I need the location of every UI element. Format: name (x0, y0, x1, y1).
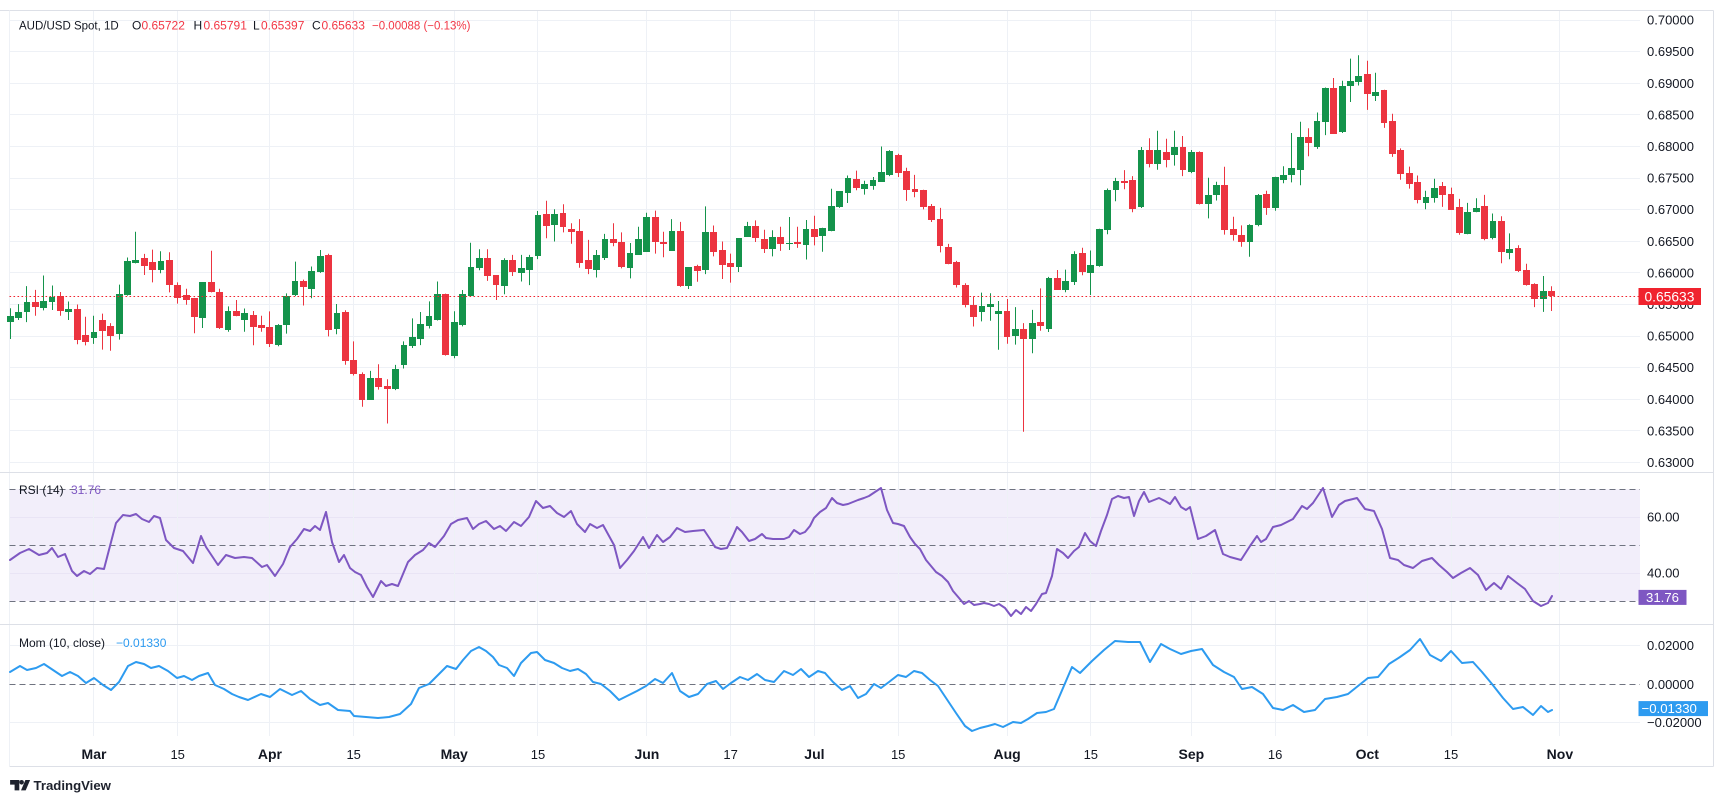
svg-text:0.67500: 0.67500 (1647, 171, 1694, 186)
svg-text:−0.00088 (−0.13%): −0.00088 (−0.13%) (372, 21, 471, 33)
svg-text:0.69500: 0.69500 (1647, 44, 1694, 59)
svg-text:0.66000: 0.66000 (1647, 265, 1694, 280)
svg-text:17: 17 (723, 747, 737, 762)
svg-text:31.76: 31.76 (71, 483, 101, 497)
svg-text:RSI (14): RSI (14) (19, 483, 64, 497)
svg-text:O: O (132, 19, 141, 33)
svg-text:Sep: Sep (1179, 746, 1205, 762)
svg-text:AUD/USD Spot, 1D: AUD/USD Spot, 1D (19, 21, 119, 33)
svg-text:H: H (194, 19, 203, 33)
svg-text:−0.01330: −0.01330 (1642, 701, 1697, 716)
svg-text:0.65397: 0.65397 (261, 19, 305, 33)
svg-text:Nov: Nov (1547, 746, 1574, 762)
svg-text:0.69000: 0.69000 (1647, 76, 1694, 91)
svg-text:−0.02000: −0.02000 (1647, 715, 1702, 730)
svg-text:16: 16 (1268, 747, 1282, 762)
svg-text:0.65722: 0.65722 (142, 19, 186, 33)
svg-text:−0.01330: −0.01330 (116, 636, 167, 650)
svg-text:Jul: Jul (804, 746, 824, 762)
svg-text:15: 15 (1084, 747, 1098, 762)
svg-text:31.76: 31.76 (1646, 590, 1679, 605)
svg-text:0.65633: 0.65633 (1645, 289, 1695, 304)
svg-text:Oct: Oct (1356, 746, 1380, 762)
svg-text:0.68000: 0.68000 (1647, 139, 1694, 154)
svg-text:0.70000: 0.70000 (1647, 13, 1694, 28)
svg-text:0.63500: 0.63500 (1647, 423, 1694, 438)
svg-text:C: C (312, 19, 321, 33)
svg-text:0.64000: 0.64000 (1647, 392, 1694, 407)
svg-text:0.68500: 0.68500 (1647, 107, 1694, 122)
svg-text:15: 15 (891, 747, 905, 762)
svg-text:0.65000: 0.65000 (1647, 329, 1694, 344)
svg-text:0.65633: 0.65633 (322, 19, 366, 33)
svg-text:Mom (10, close): Mom (10, close) (19, 636, 105, 650)
svg-text:TradingView: TradingView (34, 778, 112, 793)
svg-text:0.63000: 0.63000 (1647, 455, 1694, 470)
svg-text:Aug: Aug (993, 746, 1020, 762)
svg-text:0.00000: 0.00000 (1647, 677, 1694, 692)
svg-text:0.65791: 0.65791 (204, 19, 248, 33)
svg-text:40.00: 40.00 (1647, 566, 1680, 581)
svg-text:15: 15 (346, 747, 360, 762)
svg-text:Apr: Apr (258, 746, 283, 762)
svg-text:15: 15 (531, 747, 545, 762)
svg-text:Jun: Jun (634, 746, 659, 762)
svg-text:15: 15 (1444, 747, 1458, 762)
svg-text:0.67000: 0.67000 (1647, 202, 1694, 217)
svg-text:0.64500: 0.64500 (1647, 360, 1694, 375)
svg-text:60.00: 60.00 (1647, 510, 1680, 525)
svg-text:Mar: Mar (82, 746, 107, 762)
svg-text:0.66500: 0.66500 (1647, 234, 1694, 249)
svg-text:L: L (253, 19, 260, 33)
svg-text:May: May (441, 746, 468, 762)
svg-text:15: 15 (170, 747, 184, 762)
svg-text:0.02000: 0.02000 (1647, 638, 1694, 653)
